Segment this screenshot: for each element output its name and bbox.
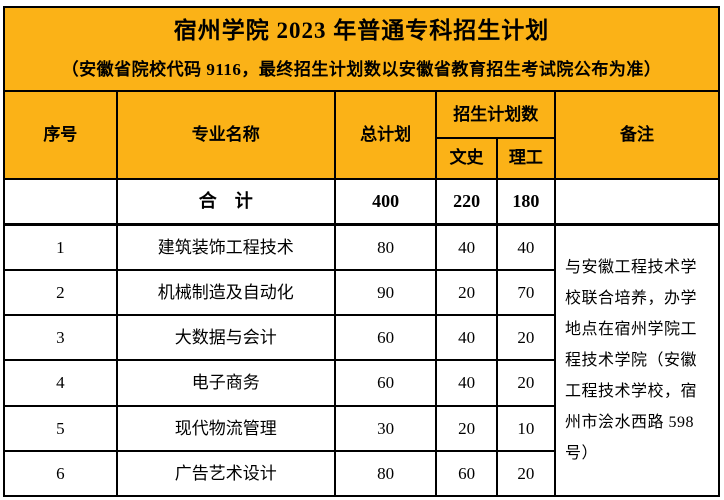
row-total: 80 bbox=[333, 449, 438, 498]
row-science: 10 bbox=[495, 404, 557, 452]
total-row-remark-cell bbox=[554, 177, 720, 227]
col-header-science: 理工 bbox=[495, 136, 557, 180]
row-liberal: 40 bbox=[435, 314, 498, 362]
row-liberal: 40 bbox=[435, 223, 498, 272]
table-row: 5 现代物流管理 30 20 10 bbox=[3, 404, 719, 452]
table-row: 4 电子商务 60 40 20 bbox=[3, 359, 719, 407]
title-block-row: 宿州学院 2023 年普通专科招生计划 （安徽省院校代码 9116，最终招生计划… bbox=[3, 5, 720, 93]
col-header-major: 专业名称 bbox=[115, 90, 336, 180]
table-row: 3 大数据与会计 60 40 20 bbox=[3, 314, 719, 362]
col-header-index: 序号 bbox=[3, 90, 118, 180]
row-liberal: 20 bbox=[435, 269, 498, 317]
row-total: 90 bbox=[333, 269, 438, 317]
table-row: 1 建筑装饰工程技术 80 40 40 与安徽工程技术学校联合培养，办学地点在宿… bbox=[3, 223, 720, 498]
row-total: 80 bbox=[333, 223, 438, 272]
row-total: 60 bbox=[333, 359, 438, 407]
total-row: 合 计 400 220 180 bbox=[3, 177, 720, 227]
row-major: 建筑装饰工程技术 bbox=[115, 223, 336, 272]
page-title: 宿州学院 2023 年普通专科招生计划 bbox=[173, 18, 550, 44]
total-row-total: 400 bbox=[333, 177, 438, 227]
row-science: 20 bbox=[495, 449, 557, 498]
remark-text: 与安徽工程技术学校联合培养，办学地点在宿州学院工程技术学院（安徽工程技术学校，宿… bbox=[565, 259, 698, 463]
total-row-index-cell bbox=[3, 177, 118, 227]
page-subtitle: （安徽省院校代码 9116，最终招生计划数以安徽省教育招生考试院公布为准） bbox=[61, 59, 662, 79]
total-row-label: 合 计 bbox=[115, 177, 336, 227]
row-science: 20 bbox=[495, 359, 557, 407]
row-index: 2 bbox=[3, 269, 118, 317]
row-index: 6 bbox=[3, 449, 118, 498]
col-header-total: 总计划 bbox=[333, 90, 438, 180]
row-index: 4 bbox=[3, 359, 118, 407]
row-major: 现代物流管理 bbox=[115, 404, 336, 452]
row-major: 机械制造及自动化 bbox=[115, 269, 336, 317]
row-index: 3 bbox=[3, 314, 118, 362]
row-liberal: 20 bbox=[435, 404, 498, 452]
title-cell: 宿州学院 2023 年普通专科招生计划 （安徽省院校代码 9116，最终招生计划… bbox=[3, 5, 720, 93]
row-liberal: 60 bbox=[435, 449, 498, 498]
table-row: 2 机械制造及自动化 90 20 70 bbox=[3, 269, 719, 317]
header-row-top: 序号 专业名称 总计划 招生计划数 备注 bbox=[3, 90, 720, 180]
remark-merged-cell: 与安徽工程技术学校联合培养，办学地点在宿州学院工程技术学院（安徽工程技术学校，宿… bbox=[554, 223, 720, 498]
row-index: 1 bbox=[3, 223, 118, 272]
row-science: 70 bbox=[495, 269, 557, 317]
row-major: 广告艺术设计 bbox=[115, 449, 336, 498]
row-major: 电子商务 bbox=[115, 359, 336, 407]
row-total: 60 bbox=[333, 314, 438, 362]
row-liberal: 40 bbox=[435, 359, 498, 407]
header-row-sub: 文史 理工 bbox=[4, 136, 719, 180]
row-science: 40 bbox=[495, 223, 557, 272]
row-major: 大数据与会计 bbox=[115, 314, 336, 362]
table-row: 6 广告艺术设计 80 60 20 bbox=[3, 449, 719, 498]
admission-plan-table: 宿州学院 2023 年普通专科招生计划 （安徽省院校代码 9116，最终招生计划… bbox=[3, 5, 720, 498]
row-total: 30 bbox=[333, 404, 438, 452]
row-science: 20 bbox=[495, 314, 557, 362]
total-row-liberal: 220 bbox=[435, 177, 498, 227]
col-header-plan-group: 招生计划数 bbox=[435, 90, 557, 139]
col-header-remark: 备注 bbox=[554, 90, 720, 180]
col-header-liberal: 文史 bbox=[435, 136, 498, 180]
total-row-science: 180 bbox=[495, 177, 557, 227]
row-index: 5 bbox=[3, 404, 118, 452]
